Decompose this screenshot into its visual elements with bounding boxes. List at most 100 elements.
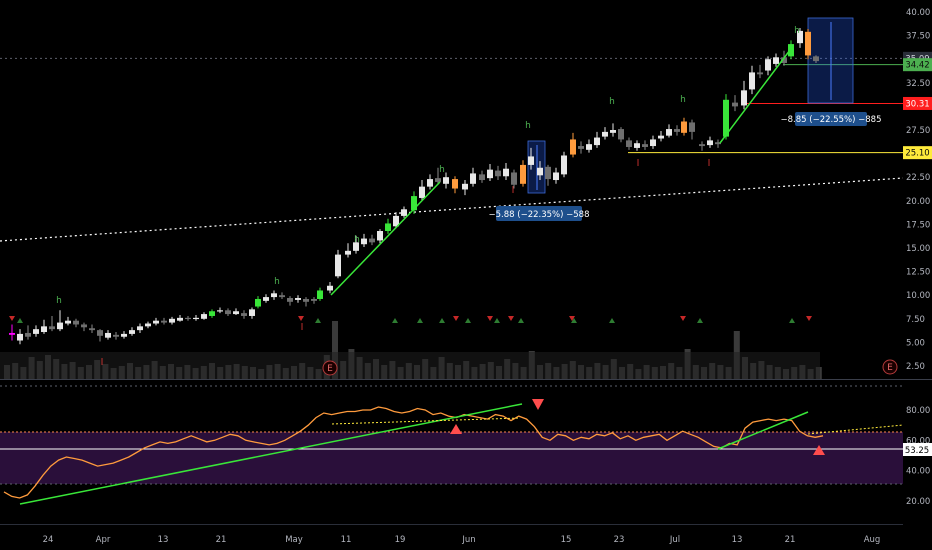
candle bbox=[255, 296, 261, 309]
price-axis-tick: 22.50 bbox=[906, 173, 930, 183]
time-axis-tick: 11 bbox=[341, 535, 352, 545]
candle bbox=[681, 117, 687, 136]
time-axis-tick: 21 bbox=[785, 535, 796, 545]
price-axis-tick: 5.00 bbox=[906, 338, 925, 348]
pivot-high-marker: h bbox=[56, 296, 62, 306]
candle bbox=[610, 123, 616, 137]
oscillator-axis[interactable]: 20.00 40.00 60.00 80.00 bbox=[906, 406, 930, 507]
candle bbox=[33, 325, 39, 337]
pivot-low-marker: l bbox=[301, 323, 304, 333]
price-axis-tick: 12.50 bbox=[906, 268, 930, 278]
time-axis-tick: 13 bbox=[158, 535, 169, 545]
candle bbox=[287, 296, 293, 306]
time-axis-tick: Jun bbox=[461, 535, 475, 545]
candle bbox=[732, 95, 738, 112]
price-pane[interactable]: h h h h h h h h l l l l l −5.88 (−22.35%) −588 −8.85… bbox=[0, 0, 932, 379]
candle bbox=[145, 321, 151, 329]
pivot-high-marker: h bbox=[525, 121, 531, 131]
pivot-high-marker: h bbox=[794, 26, 800, 36]
price-axis-tick: 27.50 bbox=[906, 126, 930, 136]
signal-up-arrow bbox=[17, 318, 23, 323]
candle bbox=[105, 330, 111, 340]
candle bbox=[81, 322, 87, 332]
oscillator-pane[interactable]: 20.00 40.00 60.00 80.00 53.25 bbox=[0, 385, 932, 507]
candle bbox=[642, 140, 648, 150]
pivot-low-marker: l bbox=[637, 159, 640, 169]
candle bbox=[369, 234, 375, 246]
earnings-marker[interactable]: E bbox=[322, 360, 338, 376]
candle bbox=[715, 139, 721, 148]
signal-up-arrow bbox=[465, 318, 471, 323]
candle bbox=[217, 307, 223, 314]
candle bbox=[561, 151, 567, 178]
candle bbox=[401, 206, 407, 218]
candle bbox=[765, 56, 771, 76]
price-axis-tick: 2.50 bbox=[906, 362, 925, 372]
candle bbox=[9, 324, 15, 341]
candle bbox=[658, 130, 664, 142]
oscillator-axis-tick: 80.00 bbox=[906, 406, 930, 416]
candle bbox=[57, 310, 63, 332]
candle bbox=[241, 310, 247, 319]
candle bbox=[813, 55, 819, 63]
signal-down-arrow bbox=[298, 316, 304, 321]
candle bbox=[73, 318, 79, 328]
oscillator-axis-tick: 20.00 bbox=[906, 497, 930, 507]
candle bbox=[129, 327, 135, 336]
measure-label-june-text: −5.88 (−22.35%) −588 bbox=[489, 210, 590, 220]
candle bbox=[185, 315, 191, 321]
candle bbox=[757, 64, 763, 79]
earnings-marker-upcoming[interactable]: E bbox=[882, 359, 898, 375]
candle bbox=[177, 315, 183, 322]
candle bbox=[193, 315, 199, 321]
price-tag-text: 30.31 bbox=[905, 99, 929, 109]
time-axis-tick: 13 bbox=[732, 535, 743, 545]
oscillator-dotted-may bbox=[331, 417, 521, 425]
price-tag: 34.42 bbox=[903, 58, 932, 72]
oscillator-line bbox=[3, 406, 824, 499]
candle bbox=[49, 315, 55, 332]
measure-label-july[interactable]: −8.85 (−22.55%) −885 bbox=[781, 112, 882, 126]
candle bbox=[393, 212, 399, 229]
oscillator-up-signal-july bbox=[813, 445, 825, 455]
candle bbox=[335, 249, 341, 279]
pivot-high-marker: h bbox=[439, 165, 445, 175]
candle bbox=[689, 119, 695, 140]
candle bbox=[419, 180, 425, 201]
time-axis-tick: Apr bbox=[96, 535, 111, 545]
oscillator-trend-long bbox=[19, 403, 523, 505]
candle bbox=[41, 319, 47, 334]
candle bbox=[137, 323, 143, 333]
candle bbox=[520, 160, 526, 187]
pivot-low-marker: l bbox=[512, 186, 515, 196]
oscillator-axis-tick: 60.00 bbox=[906, 436, 930, 446]
candle bbox=[797, 28, 803, 48]
candle bbox=[263, 294, 269, 303]
candle bbox=[225, 308, 231, 316]
measure-label-june[interactable]: −5.88 (−22.35%) −588 bbox=[489, 206, 590, 221]
price-tag: 30.31 bbox=[903, 96, 932, 110]
candle bbox=[452, 176, 458, 194]
signal-down-arrow bbox=[453, 316, 459, 321]
candle bbox=[233, 308, 239, 316]
candle bbox=[249, 307, 255, 319]
price-axis-tick: 15.00 bbox=[906, 244, 930, 254]
oscillator-band bbox=[0, 432, 903, 484]
time-axis-tick: 24 bbox=[43, 535, 54, 545]
price-axis-tick: 20.00 bbox=[906, 197, 930, 207]
candle bbox=[528, 147, 534, 170]
candle bbox=[17, 329, 23, 345]
earnings-marker-label: E bbox=[327, 364, 333, 374]
time-axis-tick: 21 bbox=[216, 535, 227, 545]
ascending-dotted-trendline bbox=[0, 177, 904, 242]
candle bbox=[545, 164, 551, 186]
trendline-may bbox=[330, 181, 441, 296]
pivot-low-marker: l bbox=[101, 358, 104, 368]
pivot-high-marker: h bbox=[354, 235, 360, 245]
time-axis[interactable]: 24 Apr 13 21 May 11 19 Jun 15 23 Jul 13 21 Aug bbox=[43, 535, 881, 545]
time-axis-tick: 23 bbox=[614, 535, 625, 545]
candle bbox=[707, 136, 713, 148]
candle bbox=[113, 332, 119, 340]
candle bbox=[773, 53, 779, 67]
